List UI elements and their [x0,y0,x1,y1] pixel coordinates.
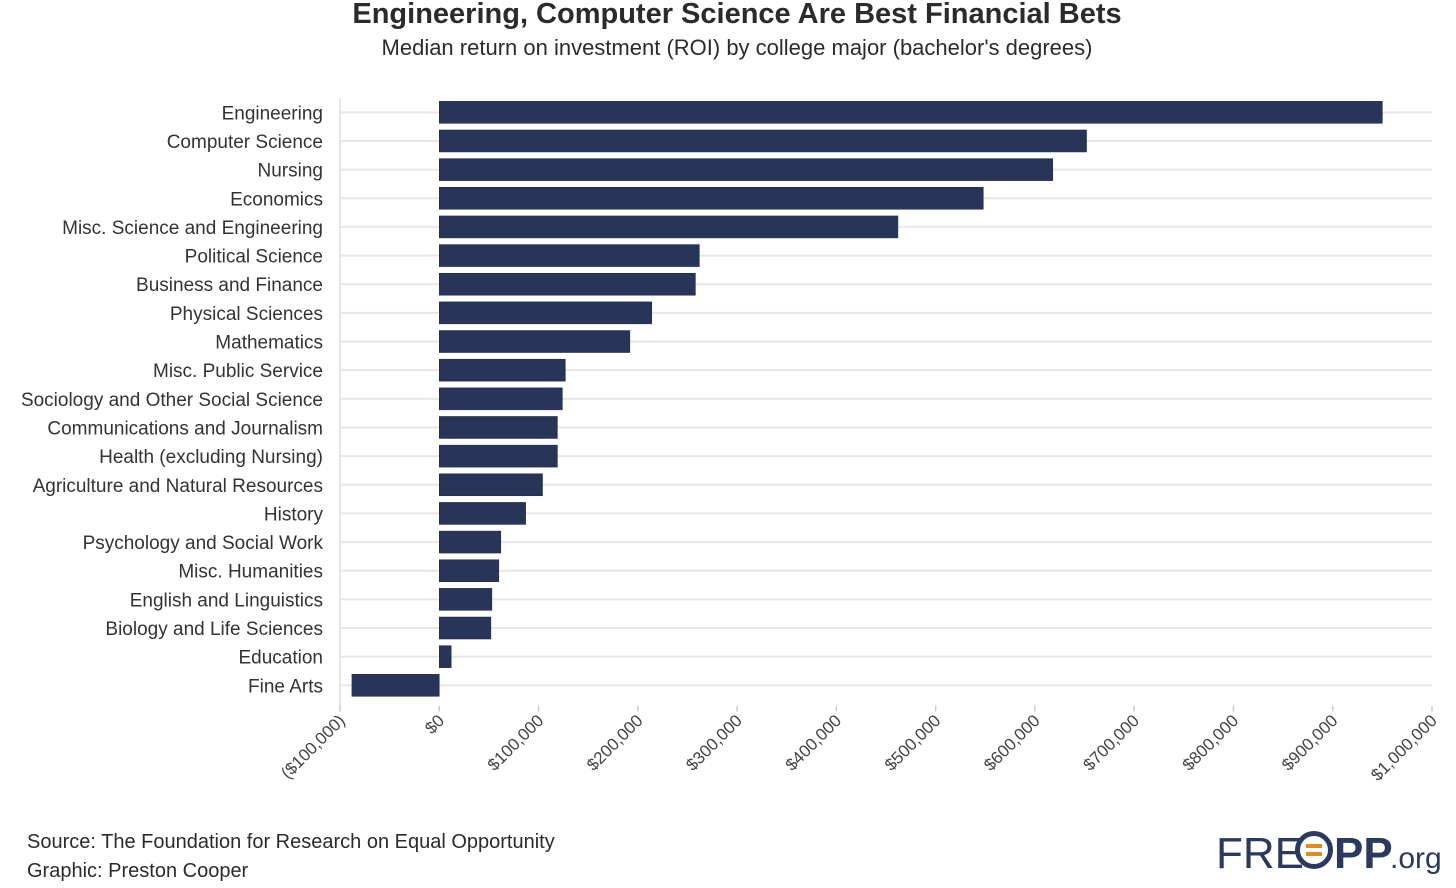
bar [439,272,696,296]
bar [439,187,984,210]
x-tick-label: $100,000 [484,711,548,775]
bar [439,502,526,525]
category-label: Sociology and Other Social Science [21,390,323,411]
bar [439,559,500,582]
bar [439,416,558,439]
x-tick-label: $800,000 [1179,711,1243,775]
bar-chart: ($100,000) $0 $100,000 $200,000 $300,000 $400… [21,98,1441,785]
category-label: Fine Arts [248,676,323,697]
bar [439,330,631,353]
category-label: Economics [230,189,323,210]
x-tick-label: $600,000 [980,711,1044,775]
category-label: Communications and Journalism [47,418,323,439]
chart-title: Engineering, Computer Science Are Best F… [352,0,1122,30]
logo-text-pp: PP [1334,829,1393,878]
bar [439,244,700,267]
x-tick-label: $400,000 [782,711,846,775]
x-tick-label: $0 [421,711,448,738]
x-tick-label: $300,000 [682,711,746,775]
freopp-logo: FRE PP .org [1216,829,1442,878]
bar [439,645,452,668]
category-label: Political Science [185,247,323,268]
bar [439,101,1383,124]
x-tick-label: $500,000 [881,711,945,775]
category-label: Computer Science [167,132,323,153]
category-label: Nursing [258,161,323,182]
category-label: Psychology and Social Work [83,533,324,554]
bar [439,444,558,468]
bar [439,616,492,640]
bar [439,530,502,554]
category-label: Business and Finance [136,275,323,296]
category-label: History [264,504,324,525]
x-tick-label: ($100,000) [277,711,349,783]
category-label: Agriculture and Natural Resources [33,476,323,497]
chart-subtitle: Median return on investment (ROI) by col… [381,35,1093,60]
category-label: English and Linguistics [130,590,323,611]
category-label: Misc. Science and Engineering [62,218,323,239]
category-label: Education [238,648,323,669]
bar [439,358,566,382]
category-label: Health (excluding Nursing) [99,447,323,468]
bar [439,129,1087,153]
x-tick-label: $1,000,000 [1367,711,1441,785]
category-label: Engineering [222,103,323,124]
category-label: Physical Sciences [170,304,323,325]
bar [439,158,1054,181]
category-label: Misc. Humanities [178,562,323,583]
x-tick-label: $900,000 [1278,711,1342,775]
logo-circle-icon [1295,831,1333,869]
category-label: Misc. Public Service [153,361,323,382]
x-tick-label: $200,000 [583,711,647,775]
category-label: Biology and Life Sciences [105,619,323,640]
bar [439,215,899,239]
logo-text-fre: FRE [1216,829,1304,878]
graphic-credit: Graphic: Preston Cooper [27,860,249,882]
bar [439,473,543,497]
bar [351,674,440,697]
bar [439,301,652,325]
x-tick-label: $700,000 [1079,711,1143,775]
logo-text-org: .org [1390,842,1442,875]
source-note: Source: The Foundation for Research on E… [27,831,555,853]
category-label: Mathematics [215,333,323,354]
bar [439,387,563,411]
bar [439,588,493,611]
